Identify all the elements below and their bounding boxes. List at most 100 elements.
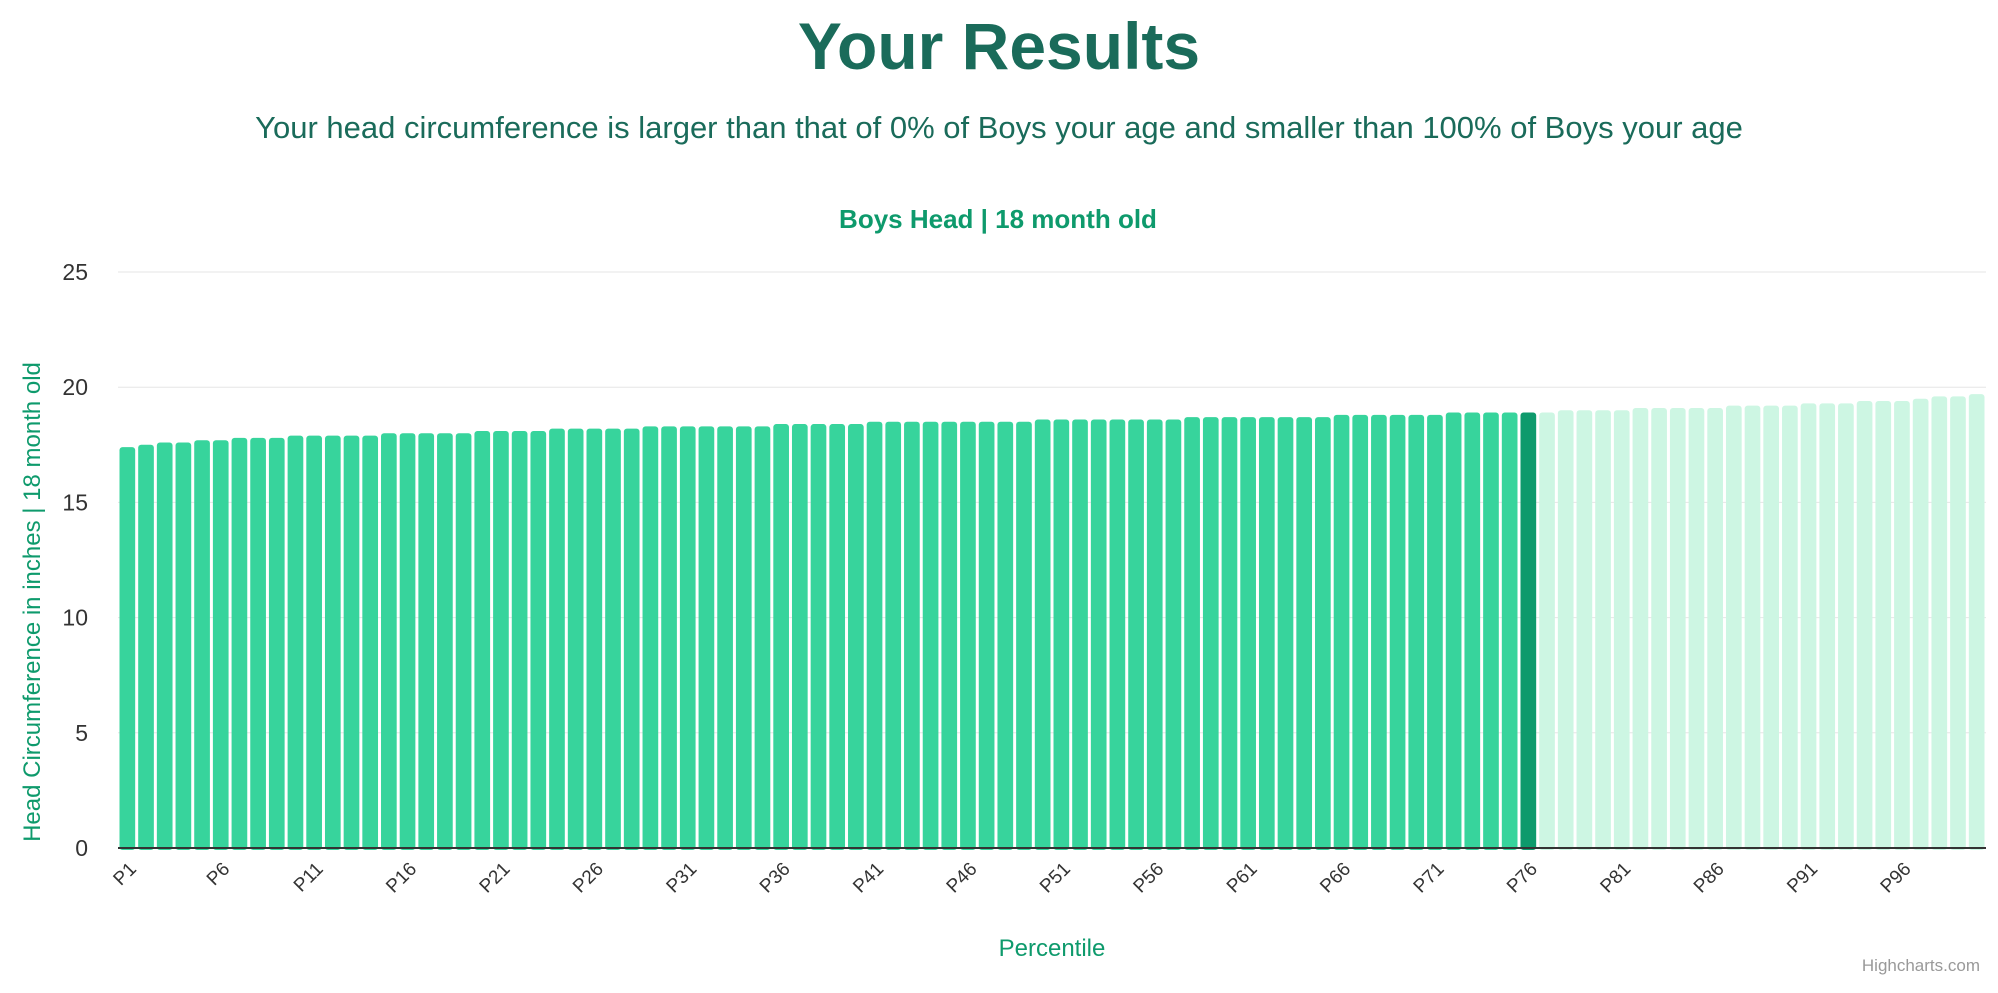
bar-p30[interactable] [661,426,677,850]
bar-p99[interactable] [1950,396,1966,850]
bar-p9[interactable] [268,437,285,850]
bar-p84[interactable] [1669,407,1686,850]
bar-p20[interactable] [474,430,491,850]
bar-p50[interactable] [1034,419,1051,850]
bar-p67[interactable] [1352,414,1369,850]
bar-p14[interactable] [362,435,379,850]
bar-p47[interactable] [978,421,995,850]
bar-p15[interactable] [381,433,397,850]
bar-p78[interactable] [1557,410,1574,850]
bar-p10[interactable] [287,435,304,850]
bar-p95[interactable] [1875,401,1892,850]
bar-p70[interactable] [1408,414,1425,850]
bar-p38[interactable] [810,424,827,850]
bar-p35[interactable] [754,426,771,850]
bar-p29[interactable] [642,426,659,850]
bar-p87[interactable] [1725,405,1742,850]
bar-p64[interactable] [1296,417,1313,850]
bar-p85[interactable] [1688,407,1705,850]
bar-p88[interactable] [1744,405,1761,850]
bar-p22[interactable] [511,430,528,850]
bar-p79[interactable] [1576,410,1593,850]
bar-p59[interactable] [1202,417,1219,850]
bar-p73[interactable] [1464,412,1481,850]
bar-p26[interactable] [586,428,603,850]
bar-p25[interactable] [567,428,584,850]
bar-p41[interactable] [866,421,883,850]
bar-p57[interactable] [1165,419,1182,850]
bar-p91[interactable] [1800,403,1817,850]
bar-p40[interactable] [848,424,864,850]
bar-p52[interactable] [1072,419,1088,850]
bar-p12[interactable] [324,435,341,850]
bar-p28[interactable] [623,428,640,850]
bar-p18[interactable] [437,433,453,850]
bar-p96[interactable] [1894,401,1910,850]
bar-p44[interactable] [922,421,939,850]
bar-p60[interactable] [1221,417,1238,850]
bar-p74[interactable] [1483,412,1499,850]
bar-p3[interactable] [156,442,173,851]
bar-p61[interactable] [1240,417,1256,850]
bar-p21[interactable] [493,430,509,850]
bar-p81[interactable] [1613,410,1630,850]
bar-p31[interactable] [679,426,696,850]
bar-p100[interactable] [1968,394,1985,850]
bar-p11[interactable] [306,435,322,850]
bar-p66[interactable] [1333,414,1350,850]
bar-p75[interactable] [1501,412,1518,850]
bar-p93[interactable] [1838,403,1854,850]
bar-p90[interactable] [1782,405,1798,850]
bar-p62[interactable] [1258,417,1275,850]
bar-p68[interactable] [1371,414,1387,850]
bar-p4[interactable] [175,442,192,851]
bar-p34[interactable] [735,426,752,850]
bar-p92[interactable] [1819,403,1836,850]
bar-p43[interactable] [904,421,920,850]
bar-p82[interactable] [1632,407,1649,850]
bar-p63[interactable] [1277,417,1294,850]
bar-p51[interactable] [1053,419,1070,850]
bar-p37[interactable] [791,424,808,850]
bar-p32[interactable] [698,426,715,850]
bar-p42[interactable] [885,421,902,850]
bar-p1[interactable] [119,447,136,850]
bar-p89[interactable] [1763,405,1780,850]
bar-p98[interactable] [1931,396,1948,850]
bar-p97[interactable] [1912,398,1929,850]
bar-p46[interactable] [960,421,976,850]
bar-p48[interactable] [997,421,1014,850]
bar-p53[interactable] [1090,419,1107,850]
bar-p76[interactable] [1520,412,1537,850]
bar-p94[interactable] [1856,401,1873,850]
bar-p55[interactable] [1128,419,1144,850]
bar-p8[interactable] [250,437,266,850]
bar-p58[interactable] [1184,417,1200,850]
bar-p56[interactable] [1146,419,1163,850]
bar-p72[interactable] [1445,412,1462,850]
bar-p77[interactable] [1539,412,1555,850]
bar-p7[interactable] [231,437,248,850]
bar-p45[interactable] [941,421,958,850]
bar-p17[interactable] [418,433,435,850]
bar-p19[interactable] [455,433,472,850]
bar-p36[interactable] [773,424,789,850]
bar-p33[interactable] [717,426,733,850]
bar-p13[interactable] [343,435,360,850]
bar-p6[interactable] [212,440,229,850]
credits-link[interactable]: Highcharts.com [1862,956,1980,975]
bar-p86[interactable] [1707,407,1723,850]
bar-p65[interactable] [1315,417,1331,850]
bar-p54[interactable] [1109,419,1126,850]
bar-p39[interactable] [829,424,846,850]
bar-p27[interactable] [605,428,621,850]
bar-p23[interactable] [530,430,547,850]
bar-p24[interactable] [549,428,565,850]
bar-p16[interactable] [399,433,416,850]
bar-p5[interactable] [194,440,210,850]
bar-p69[interactable] [1389,414,1406,850]
bar-p83[interactable] [1651,407,1667,850]
bar-p2[interactable] [138,444,154,850]
bar-p49[interactable] [1016,421,1032,850]
bar-p80[interactable] [1595,410,1611,850]
